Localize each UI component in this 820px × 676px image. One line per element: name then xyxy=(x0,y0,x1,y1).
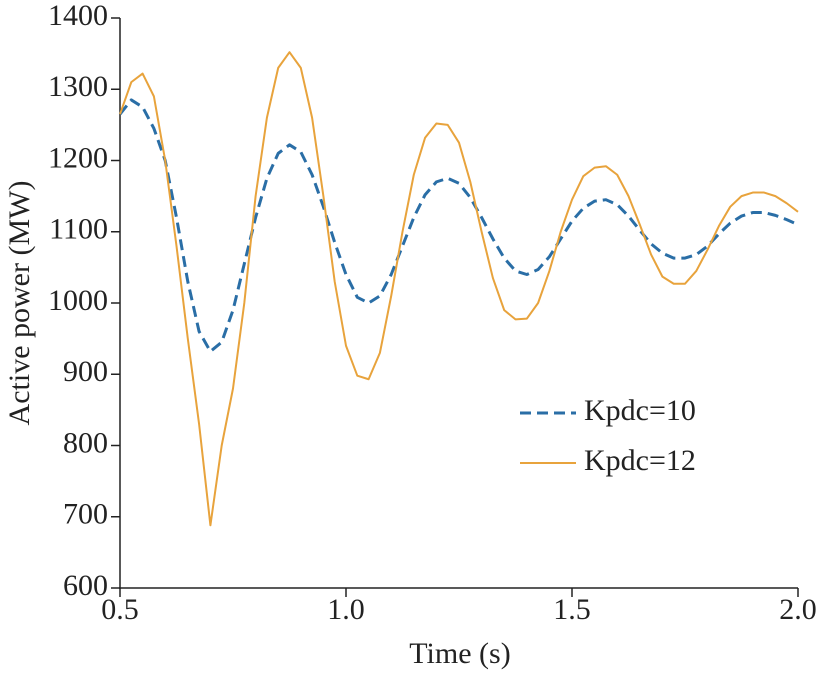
legend-label: Kpdc=10 xyxy=(584,394,696,427)
y-tick-label: 1200 xyxy=(48,141,108,174)
x-tick-label: 1.0 xyxy=(327,593,365,626)
x-tick-label: 2.0 xyxy=(779,593,817,626)
y-axis-label: Active power (MW) xyxy=(3,181,36,426)
y-tick-label: 1300 xyxy=(48,70,108,103)
y-tick-label: 900 xyxy=(63,355,108,388)
x-axis-label: Time (s) xyxy=(409,637,510,670)
x-tick-label: 0.5 xyxy=(101,593,139,626)
y-tick-label: 600 xyxy=(63,569,108,602)
y-tick-label: 700 xyxy=(63,498,108,531)
x-tick-label: 1.5 xyxy=(553,593,591,626)
series-line xyxy=(118,98,799,353)
y-tick-label: 1000 xyxy=(48,284,108,317)
legend-label: Kpdc=12 xyxy=(584,444,696,477)
y-tick-label: 1100 xyxy=(49,213,108,246)
series-line xyxy=(119,51,799,527)
y-tick-label: 1400 xyxy=(48,0,108,32)
y-tick-label: 800 xyxy=(63,426,108,459)
